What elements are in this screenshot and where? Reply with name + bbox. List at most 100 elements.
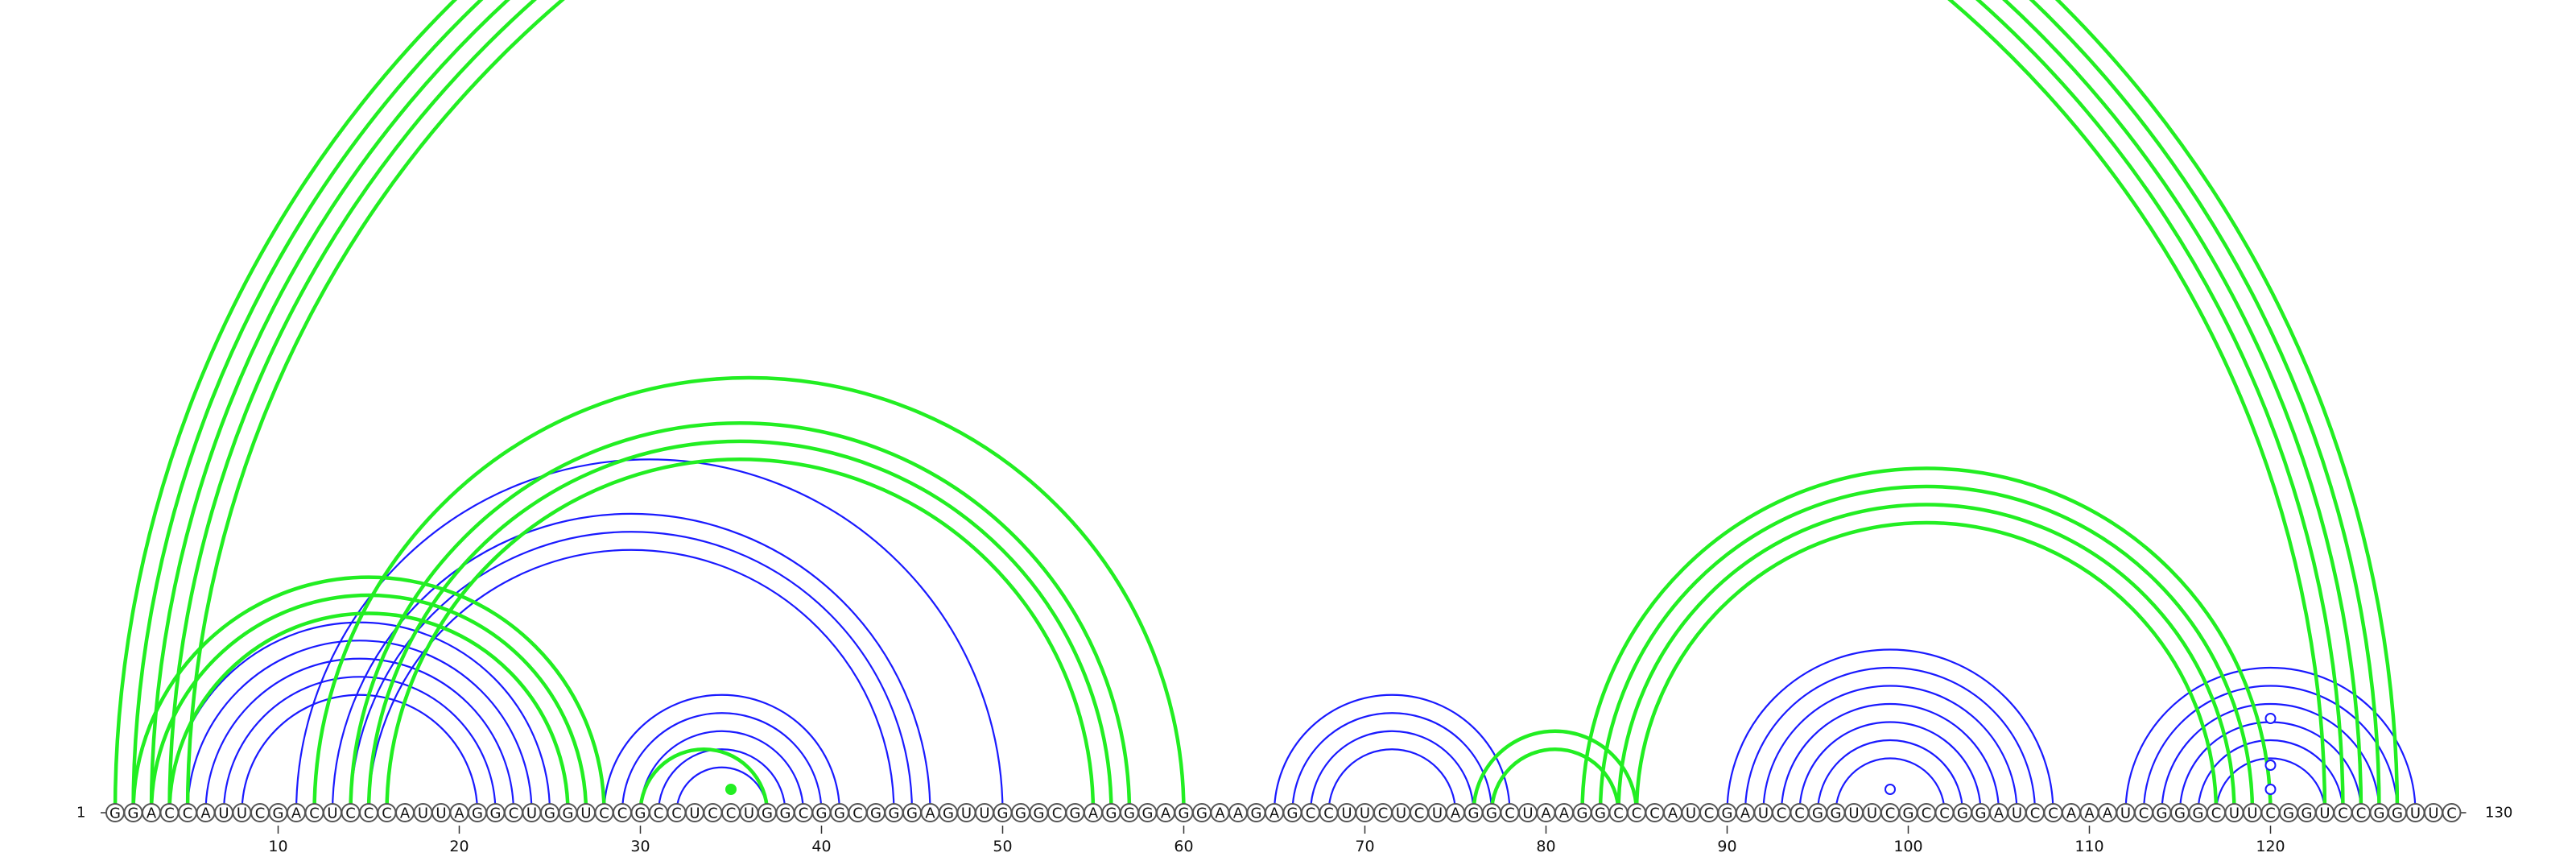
nucleotide: G (1137, 803, 1158, 822)
nucleotide: C (1319, 803, 1339, 822)
blue-pair-arc (1835, 757, 1946, 814)
nucleotide-letter: G (1034, 805, 1045, 822)
nucleotide-letter: C (1885, 805, 1896, 822)
nucleotide-letter: G (1577, 805, 1588, 822)
nucleotide-letter: C (183, 805, 193, 822)
nucleotide-letter: U (436, 805, 446, 822)
nucleotide: G (268, 803, 288, 822)
green-pair-arc (1489, 747, 1620, 814)
nucleotide-letter: C (1052, 805, 1063, 822)
nucleotide-letter: U (218, 805, 229, 822)
nucleotide-letter: C (799, 805, 809, 822)
nucleotide: G (993, 803, 1013, 822)
nucleotide-letter: C (1414, 805, 1425, 822)
nucleotide-letter: G (1251, 805, 1262, 822)
nucleotide: A (142, 803, 161, 822)
nucleotide-letter: U (2319, 805, 2330, 822)
nucleotide-letter: G (635, 805, 646, 822)
nucleotide-letter: G (2301, 805, 2313, 822)
blue-pair-arc (603, 693, 841, 814)
nucleotide: U (2224, 803, 2244, 822)
nucleotide: C (2260, 803, 2281, 822)
nucleotide: C (1608, 803, 1629, 822)
nucleotide-letter: A (291, 805, 302, 822)
nucleotide-letter: C (671, 805, 682, 822)
nucleotide: A (1084, 803, 1103, 822)
blue-pair-arc (1291, 712, 1493, 814)
green-pair-arc (131, 0, 2381, 814)
nucleotide: A (1228, 803, 1248, 822)
nucleotide-letter: G (109, 805, 121, 822)
green-pair-arc (1580, 466, 2273, 814)
tick-label: 110 (2074, 838, 2103, 855)
nucleotide-letter: G (834, 805, 845, 822)
tick-label: 70 (1355, 838, 1374, 855)
start-label: 1 (76, 805, 85, 822)
nucleotide-letter: G (563, 805, 574, 822)
nucleotide-letter: G (1831, 805, 1842, 822)
nucleotide: C (359, 803, 378, 822)
nucleotide: G (1717, 803, 1737, 822)
nucleotide: C (1880, 803, 1900, 822)
blue-pair-arc (2161, 702, 2380, 814)
nucleotide-letter: A (1215, 805, 1225, 822)
nucleotide-letter: C (2211, 805, 2222, 822)
nucleotide: A (2098, 803, 2117, 822)
nucleotide: G (2188, 803, 2208, 822)
nucleotide: C (1047, 803, 1067, 822)
nucleotide-letter: G (1287, 805, 1298, 822)
nucleotide-letter: C (1649, 805, 1660, 822)
nucleotide: U (232, 803, 252, 822)
nucleotide-letter: G (1106, 805, 1117, 822)
nucleotide: G (1101, 803, 1121, 822)
nucleotide: G (939, 803, 958, 822)
nucleotide: G (1808, 803, 1827, 822)
nucleotide: C (159, 803, 180, 822)
nucleotide: U (685, 803, 704, 822)
arc-markers (725, 713, 2277, 795)
position-axis: 10 20 30 40 50 60 70 80 90 100 110 120 (268, 826, 2285, 855)
nucleotide-letter: G (1179, 805, 1190, 822)
nucleotide: U (1681, 803, 1701, 822)
blue-pair-arc (621, 712, 823, 814)
nucleotide: C (178, 803, 197, 822)
nucleotide-letter: G (1722, 805, 1733, 822)
nucleotide-letter: C (364, 805, 374, 822)
nucleotide: A (2062, 803, 2081, 822)
nucleotide: U (214, 803, 233, 822)
nucleotide-letter: U (580, 805, 591, 822)
nucleotide-letter: C (2265, 805, 2276, 822)
blue-pair-arc (331, 512, 931, 814)
nucleotide: C (703, 803, 723, 822)
nucleotide: G (1482, 803, 1501, 822)
nucleotide: G (1971, 803, 1991, 822)
nucleotide: C (649, 803, 668, 822)
nucleotide-letter: G (544, 805, 555, 822)
nucleotide-letter: C (255, 805, 266, 822)
nucleotide: G (811, 803, 832, 822)
nucleotide: U (1753, 803, 1773, 822)
nucleotide: G (1282, 803, 1302, 822)
nucleotide: C (2134, 803, 2153, 822)
nucleotide-letter: U (1341, 805, 1352, 822)
nucleotide-letter: C (164, 805, 175, 822)
blue-pair-arc (657, 748, 786, 814)
nucleotide-letter: G (1070, 805, 1081, 822)
blue-pair-arc (1762, 685, 2018, 814)
nucleotide: G (1953, 803, 1972, 822)
nucleotide: U (1337, 803, 1356, 822)
nucleotide-letter: A (1559, 805, 1570, 822)
blue-pair-arc (1726, 648, 2054, 814)
nucleotide: C (721, 803, 741, 822)
nucleotide-letter: A (400, 805, 411, 822)
nucleotide: G (2369, 803, 2389, 822)
nucleotide: C (794, 803, 813, 822)
green-pair-arc (385, 457, 1096, 814)
nucleotide-letter: G (816, 805, 828, 822)
nucleotide: C (594, 803, 614, 822)
nucleotide: U (1355, 803, 1375, 822)
nucleotide: G (2388, 803, 2407, 822)
nucleotide: C (667, 803, 687, 822)
nucleotide: G (830, 803, 849, 822)
